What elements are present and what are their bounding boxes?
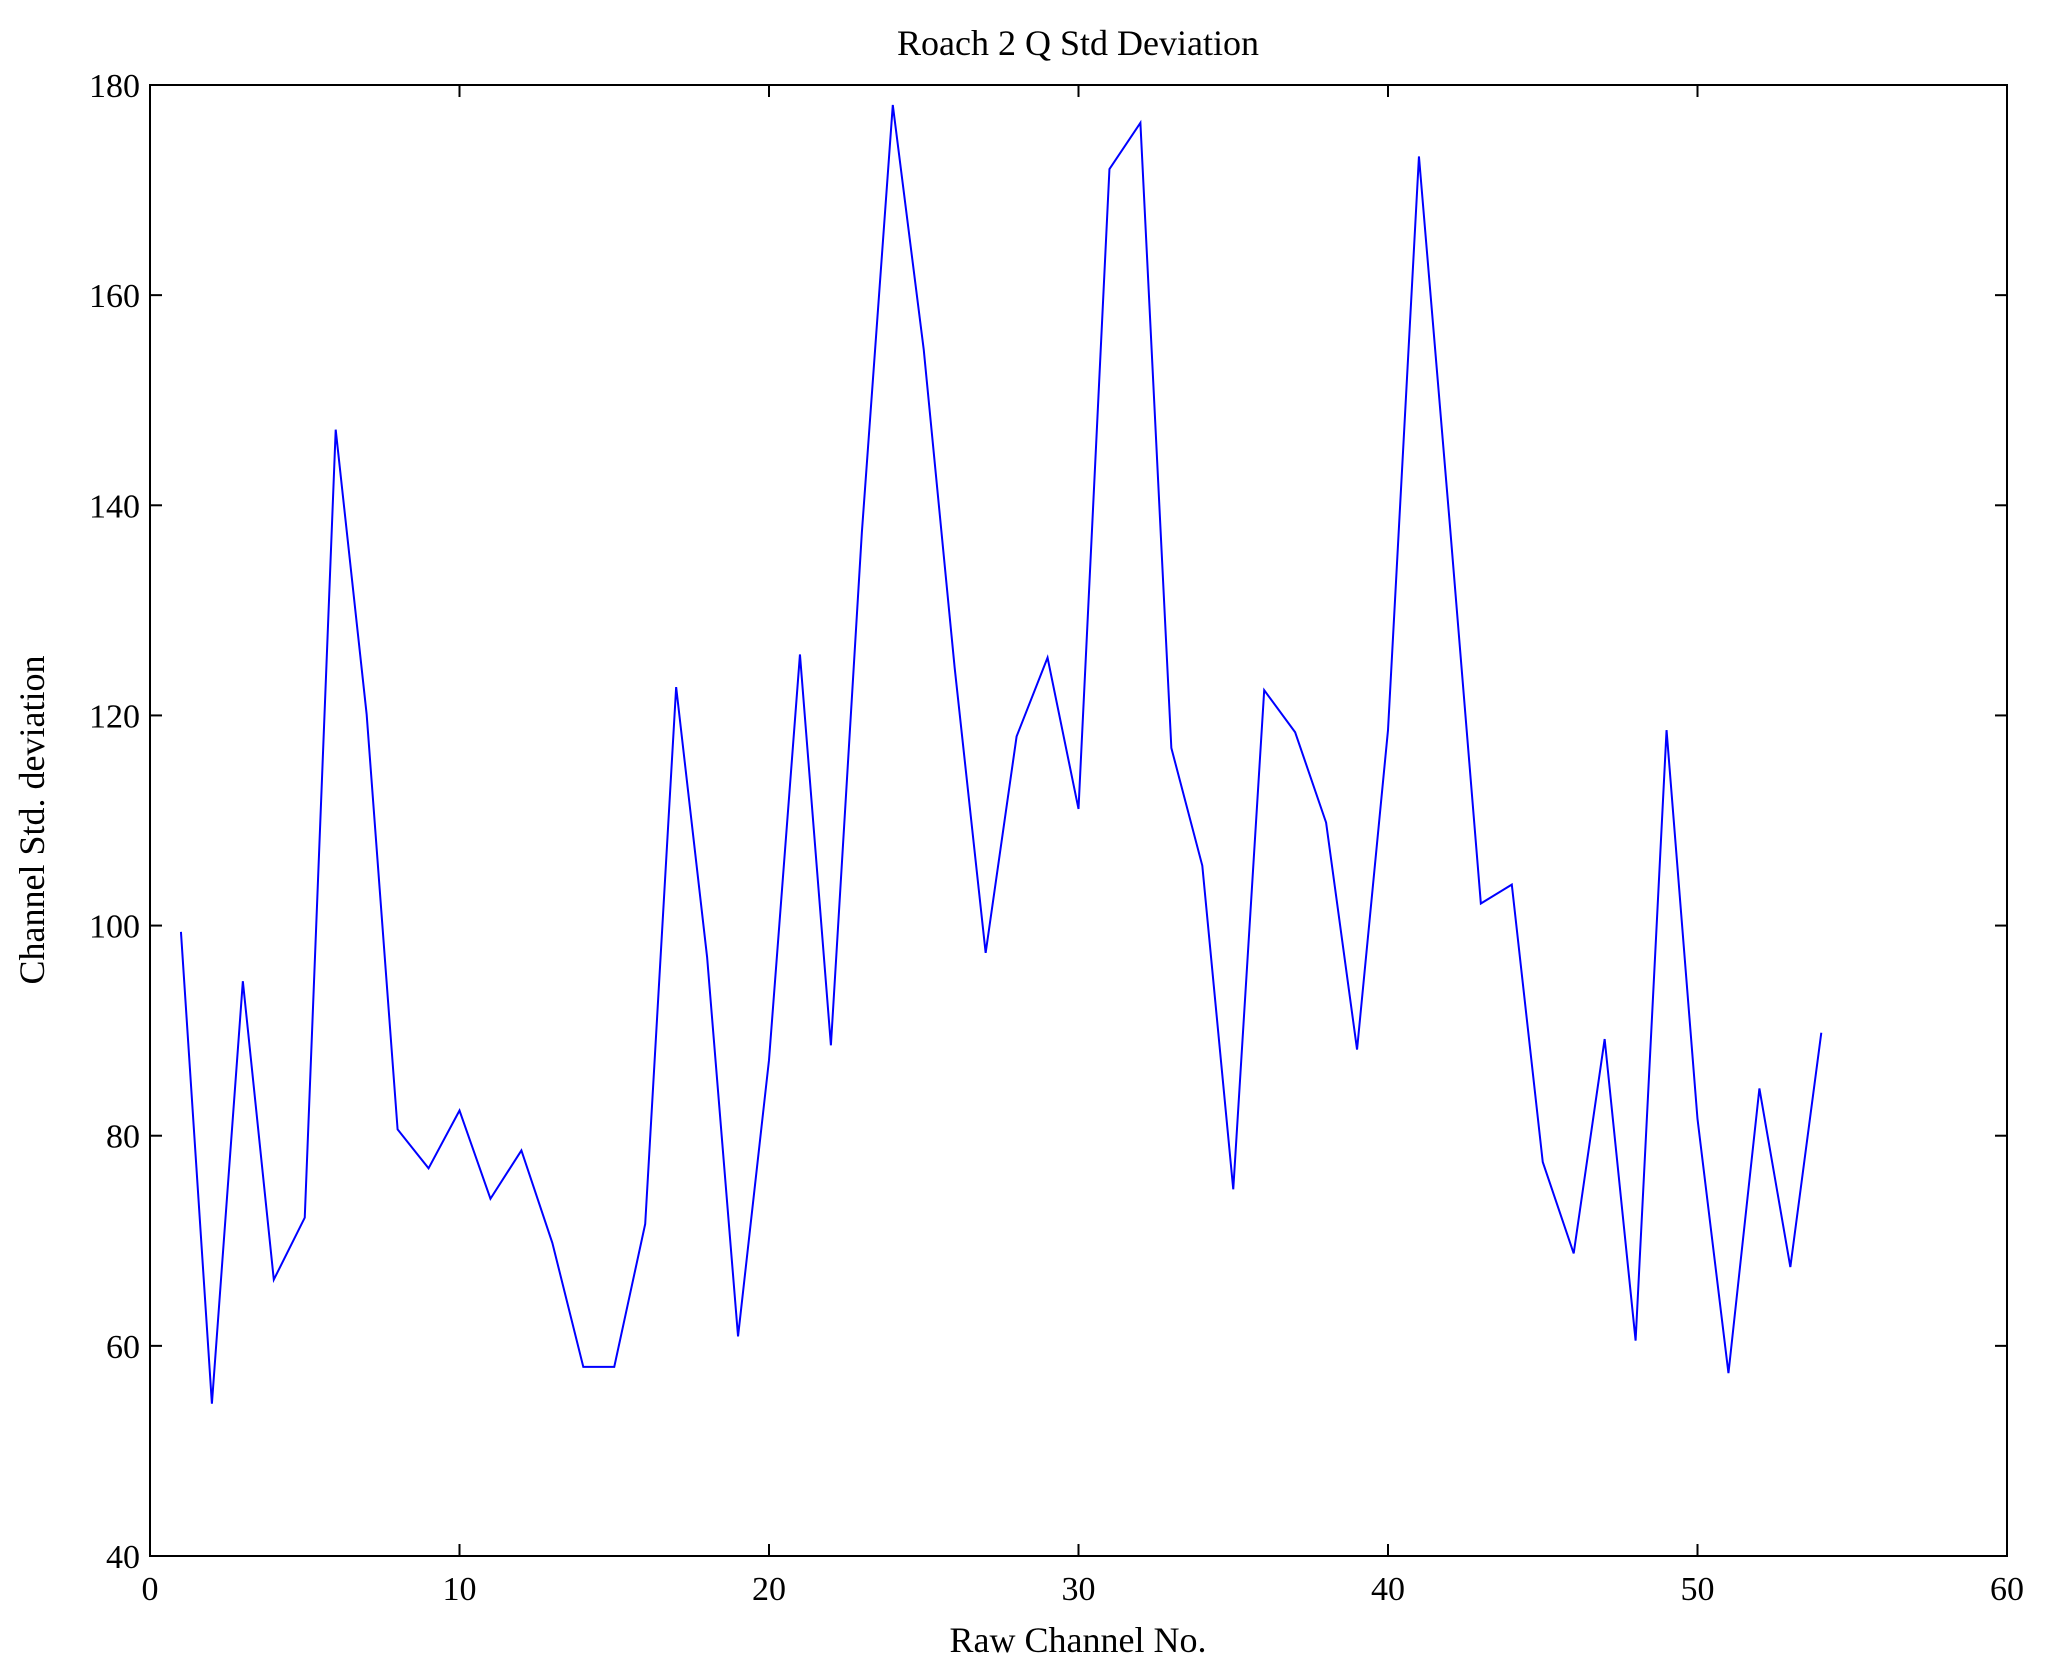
- chart-title: Roach 2 Q Std Deviation: [897, 23, 1259, 63]
- y-tick-label: 120: [89, 698, 140, 735]
- x-tick-label: 0: [142, 1571, 159, 1608]
- y-tick-label: 140: [89, 488, 140, 525]
- series-line: [179, 104, 1823, 1404]
- y-axis-label: Channel Std. deviation: [12, 656, 52, 985]
- plot-frame: [149, 84, 2008, 1557]
- x-tick-label: 20: [752, 1571, 786, 1608]
- y-tick-label: 40: [106, 1539, 140, 1576]
- y-tick-label: 80: [106, 1119, 140, 1156]
- x-tick-label: 40: [1371, 1571, 1405, 1608]
- x-axis-label: Raw Channel No.: [950, 1620, 1207, 1660]
- y-tick-label: 180: [89, 68, 140, 105]
- y-tick-label: 60: [106, 1329, 140, 1366]
- x-tick-label: 50: [1681, 1571, 1715, 1608]
- x-tick-label: 10: [443, 1571, 477, 1608]
- y-tick-label: 100: [89, 909, 140, 946]
- y-tick-label: 160: [89, 278, 140, 315]
- x-tick-label: 60: [1990, 1571, 2024, 1608]
- x-tick-label: 30: [1062, 1571, 1096, 1608]
